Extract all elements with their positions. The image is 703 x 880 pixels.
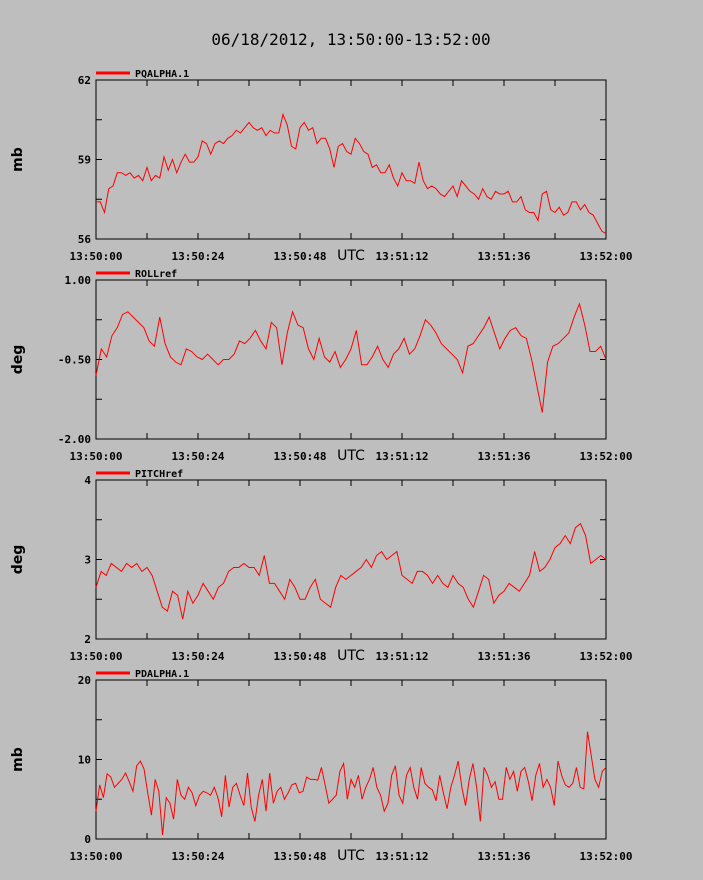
x-axis-label: UTC	[337, 448, 365, 464]
legend-label: PQALPHA.1	[135, 69, 189, 80]
chart-panel-2: -2.00 -0.50 1.00 13:50:00 13:50:24 13:50:48 13…	[10, 269, 632, 464]
x-tick-label: 13:50:24	[172, 850, 225, 863]
x-tick-label: 13:50:48	[274, 650, 327, 663]
x-tick-label: 13:50:00	[70, 250, 123, 263]
x-tick-label: 13:51:12	[376, 650, 429, 663]
series-line	[95, 731, 607, 836]
x-tick-label: 13:51:36	[478, 650, 531, 663]
x-tick-label: 13:51:36	[478, 850, 531, 863]
x-tick-label: 13:50:00	[70, 650, 123, 663]
x-tick-label: 13:50:00	[70, 850, 123, 863]
legend-label: ROLLref	[135, 269, 177, 280]
series-line	[95, 302, 607, 413]
x-tick-label: 13:51:12	[376, 850, 429, 863]
y-axis-label: mb	[10, 747, 26, 772]
x-axis-label: UTC	[337, 848, 365, 864]
y-tick-label: -0.50	[58, 354, 91, 367]
y-axis-label: deg	[10, 345, 26, 375]
legend-label: PDALPHA.1	[135, 669, 189, 680]
y-tick-label: 10	[78, 754, 91, 767]
x-tick-label: 13:52:00	[580, 250, 633, 263]
x-tick-label: 13:50:24	[172, 650, 225, 663]
series-line	[96, 112, 607, 235]
x-axis-label: UTC	[337, 648, 365, 664]
chart-panel-1: 56 59 62 13:50:00 13:50:24 13:50:48 13:51:12 13…	[10, 69, 632, 264]
x-axis-label: UTC	[337, 248, 365, 264]
y-axis-label: mb	[10, 147, 26, 172]
x-tick-label: 13:50:48	[274, 450, 327, 463]
y-tick-label: 0	[84, 833, 91, 846]
x-tick-label: 13:52:00	[580, 850, 633, 863]
y-tick-label: -2.00	[58, 433, 91, 446]
chart-panel-3: 2 3 4 13:50:00 13:50:24 13:50:48 13:51:12 13:51…	[10, 469, 632, 664]
x-tick-label: 13:50:24	[172, 250, 225, 263]
y-tick-label: 2	[84, 633, 91, 646]
x-tick-label: 13:50:48	[274, 850, 327, 863]
panels: 56 59 62 13:50:00 13:50:24 13:50:48 13:51:12 13…	[10, 69, 632, 864]
chart-panel-4: 0 10 20 13:50:00 13:50:24 13:50:48 13:51:12 13:…	[10, 669, 632, 864]
x-tick-label: 13:52:00	[580, 450, 633, 463]
chart-title: 06/18/2012, 13:50:00-13:52:00	[211, 30, 490, 49]
x-tick-label: 13:50:48	[274, 250, 327, 263]
y-tick-label: 20	[78, 674, 91, 687]
y-tick-label: 62	[78, 74, 91, 87]
x-tick-label: 13:52:00	[580, 650, 633, 663]
x-tick-label: 13:51:12	[376, 450, 429, 463]
x-tick-label: 13:51:36	[478, 450, 531, 463]
y-axis-label: deg	[10, 545, 26, 575]
y-tick-label: 3	[84, 554, 91, 567]
x-tick-label: 13:51:12	[376, 250, 429, 263]
y-tick-label: 4	[84, 474, 91, 487]
y-tick-label: 1.00	[65, 274, 92, 287]
series-line	[95, 522, 607, 620]
y-tick-label: 59	[78, 154, 91, 167]
x-tick-label: 13:51:36	[478, 250, 531, 263]
legend-label: PITCHref	[135, 469, 183, 480]
x-tick-label: 13:50:24	[172, 450, 225, 463]
y-tick-label: 56	[78, 233, 92, 246]
x-tick-label: 13:50:00	[70, 450, 123, 463]
